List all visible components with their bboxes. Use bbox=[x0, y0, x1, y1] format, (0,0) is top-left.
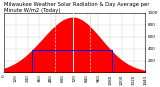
Bar bbox=[32, 50, 112, 72]
Text: Milwaukee Weather Solar Radiation & Day Average per Minute W/m2 (Today): Milwaukee Weather Solar Radiation & Day … bbox=[4, 2, 150, 13]
